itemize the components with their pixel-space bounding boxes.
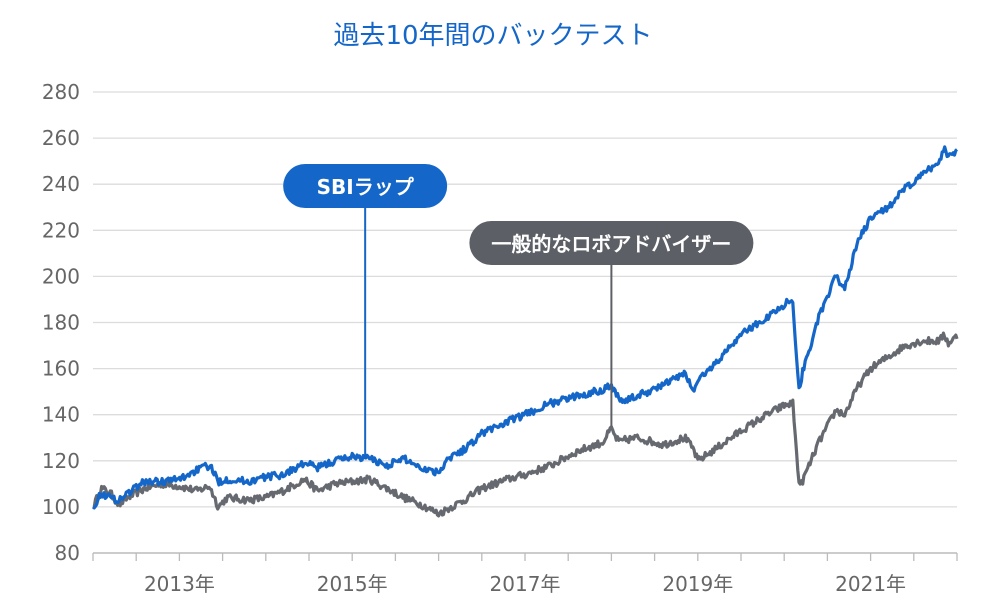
y-tick-label: 120	[42, 449, 80, 473]
series-layer	[91, 145, 959, 518]
y-tick-label: 140	[42, 403, 80, 427]
y-tick-label: 260	[42, 126, 80, 150]
y-tick-label: 220	[42, 218, 80, 242]
y-tick-label: 80	[55, 541, 80, 565]
x-tick-label: 2019年	[662, 572, 733, 596]
callout-label: SBIラップ	[317, 175, 415, 199]
y-tick-label: 200	[42, 264, 80, 288]
grid-layer	[93, 91, 957, 508]
y-tick-label: 160	[42, 357, 80, 381]
series-line	[92, 331, 959, 518]
y-tick-label: 280	[42, 80, 80, 104]
x-tick-label: 2017年	[490, 572, 561, 596]
x-tick-label: 2015年	[317, 572, 388, 596]
axis-layer: 80 100 120 140 160 180 200 220 240 260 280 2013年 201…	[42, 80, 958, 596]
chart-title: 過去10年間のバックテスト	[333, 21, 652, 51]
x-tick-label: 2013年	[144, 572, 215, 596]
y-tick-label: 180	[42, 311, 80, 335]
callout-pill	[469, 221, 754, 265]
callout-pill	[283, 164, 448, 208]
series-line	[91, 145, 959, 510]
y-tick-label: 240	[42, 172, 80, 196]
callout-label: 一般的なロボアドバイザー	[491, 232, 731, 256]
y-tick-label: 100	[42, 495, 80, 519]
x-tick-label: 2021年	[835, 572, 906, 596]
